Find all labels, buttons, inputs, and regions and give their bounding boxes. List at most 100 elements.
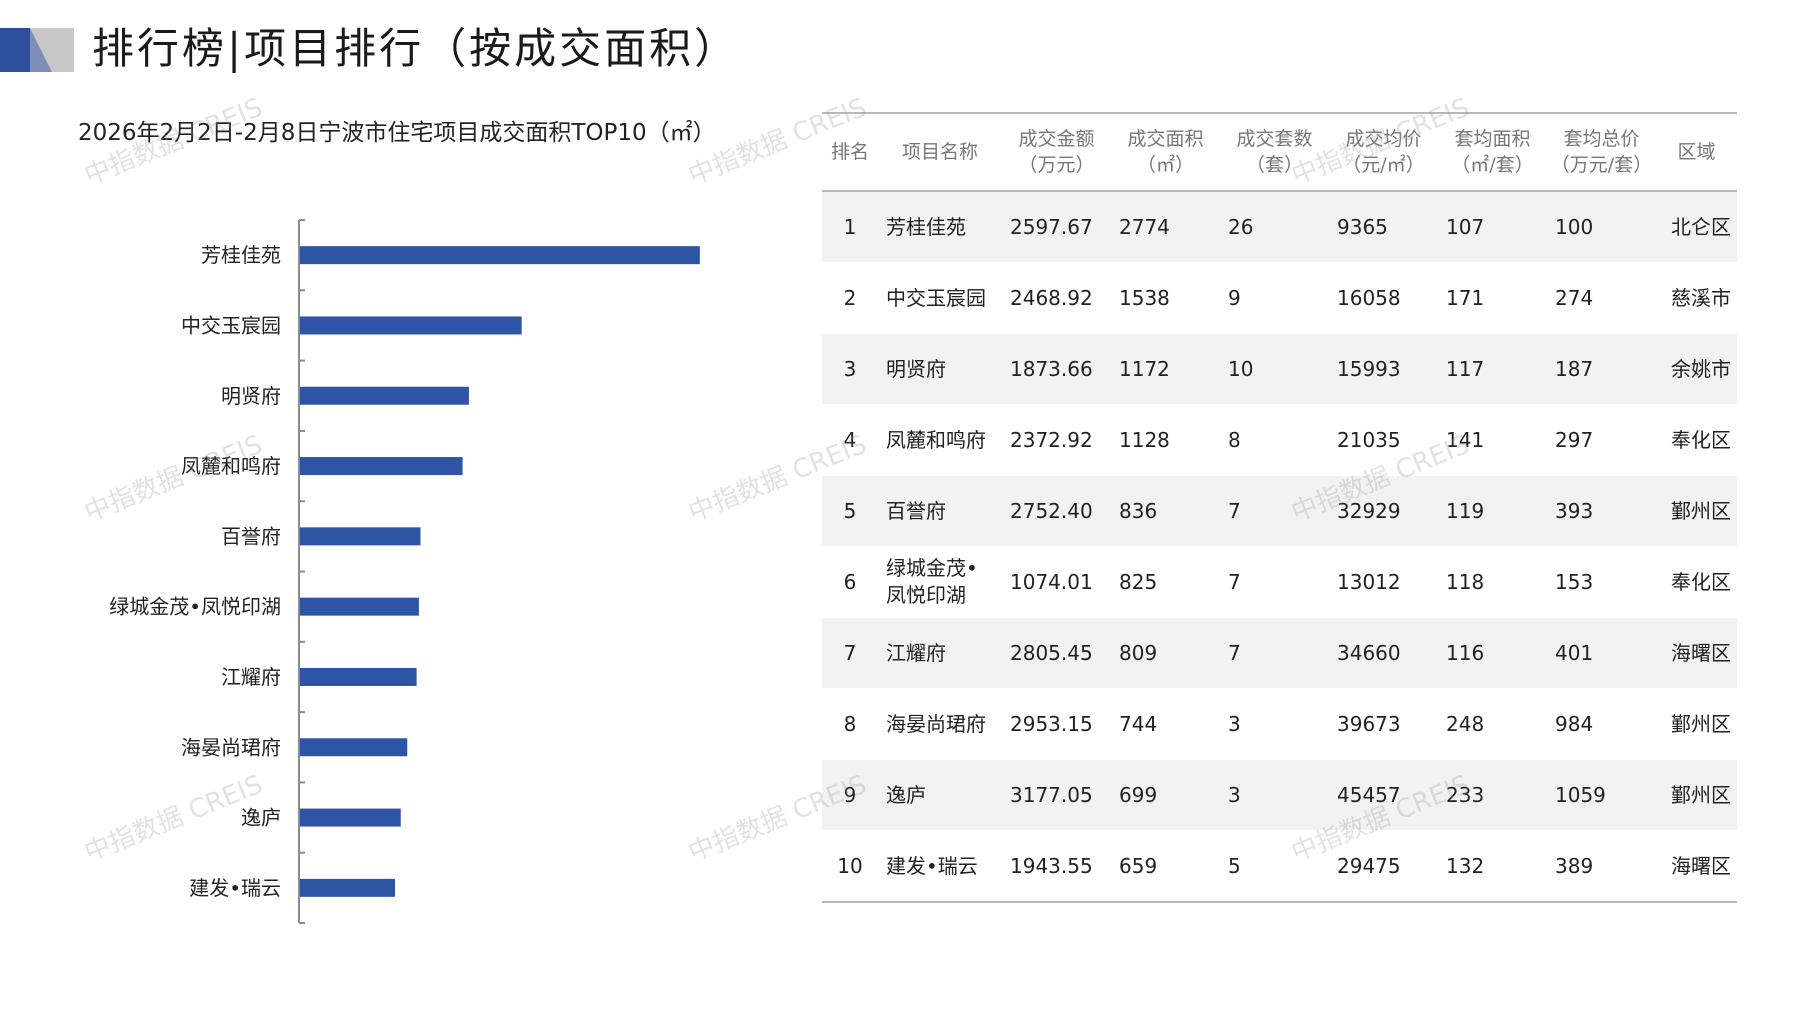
cell-region: 海曙区 [1656,617,1737,689]
column-header: 套均总价 （万元/套） [1547,113,1656,191]
cell-name: 凤麓和鸣府 [886,427,986,452]
cell-name: 建发•瑞云 [886,853,978,878]
column-header: 成交套数 （套） [1220,113,1329,191]
cell-rank: 1 [822,191,878,263]
cell-avg-total: 187 [1547,333,1656,405]
cell-avg-area: 119 [1438,475,1547,547]
cell-avg-total: 393 [1547,475,1656,547]
cell-rank: 10 [837,854,863,878]
cell-amount: 1873.66 [1002,333,1111,405]
cell-rank: 9 [822,759,878,831]
cell-amount: 2468.92 [1010,286,1093,310]
cell-amount: 2372.92 [1010,428,1093,452]
cell-area: 1538 [1119,286,1170,310]
category-label: 明贤府 [221,384,281,408]
cell-units: 5 [1228,854,1241,878]
table-row: 9 逸庐 3177.05 699 3 45457 233 1059 鄞州区 [822,759,1737,831]
column-header-text: 区域 [1677,141,1716,163]
cell-area: 809 [1111,617,1220,689]
cell-avg-area: 118 [1446,570,1485,594]
cell-region: 鄞州区 [1656,759,1737,831]
cell-avg-area: 132 [1446,854,1485,878]
column-header-text: （㎡/套） [1451,154,1534,176]
cell-rank: 7 [822,617,878,689]
table-row: 1 芳桂佳苑 2597.67 2774 26 9365 107 100 北仑区 [822,191,1737,263]
cell-avg-area: 107 [1438,191,1547,263]
bar [300,527,421,546]
table-row: 10 建发•瑞云 1943.55 659 5 29475 132 389 海曙区 [822,831,1737,902]
cell-avg-total: 153 [1555,570,1594,594]
cell-amount: 3177.05 [1002,759,1111,831]
cell-avg-area: 141 [1446,428,1485,452]
table-row: 2 中交玉宸园 2468.92 1538 9 16058 171 274 慈溪市 [822,263,1737,334]
category-label: 江耀府 [221,665,281,689]
bar [300,878,395,897]
cell-area: 744 [1119,712,1158,736]
cell-units: 3 [1220,759,1329,831]
cell-avg-total: 100 [1547,191,1656,263]
table-row: 3 明贤府 1873.66 1172 10 15993 117 187 余姚市 [822,333,1737,405]
cell-avg-total: 1059 [1547,759,1656,831]
cell-price: 21035 [1337,428,1401,452]
column-header-text: 成交面积 [1127,128,1204,150]
column-header-text: 套均总价 [1563,128,1640,150]
column-header-text: 项目名称 [901,141,978,163]
cell-price: 13012 [1337,570,1401,594]
column-header: 成交金额 （万元） [1002,113,1111,191]
cell-price: 29475 [1337,854,1401,878]
column-header: 排名 [822,113,878,191]
cell-name: 中交玉宸园 [886,285,986,310]
bar [300,738,408,757]
column-header: 成交面积 （㎡） [1111,113,1220,191]
column-header-text: 成交套数 [1236,128,1313,150]
table-row: 5 百誉府 2752.40 836 7 32929 119 393 鄞州区 [822,475,1737,547]
column-header-text: 排名 [830,141,869,163]
cell-area: 1172 [1111,333,1220,405]
category-label: 凤麓和鸣府 [181,454,281,478]
category-label: 海晏尚珺府 [181,735,281,759]
bar [300,667,417,686]
cell-area: 825 [1119,570,1158,594]
cell-region: 奉化区 [1671,569,1731,594]
column-header-text: （套） [1245,154,1303,176]
cell-price: 39673 [1337,712,1401,736]
cell-region: 慈溪市 [1671,285,1731,310]
cell-region: 鄞州区 [1656,475,1737,547]
cell-avg-area: 117 [1438,333,1547,405]
category-label: 绿城金茂•凤悦印湖 [109,595,281,619]
cell-avg-total: 984 [1555,712,1594,736]
cell-name: 明贤府 [878,333,1002,405]
column-header: 区域 [1656,113,1737,191]
cell-rank: 8 [843,712,857,736]
column-header-text: 成交均价 [1345,128,1422,150]
cell-amount: 2597.67 [1002,191,1111,263]
cell-name: 海晏尚珺府 [886,711,986,736]
table-row: 4 凤麓和鸣府 2372.92 1128 8 21035 141 297 奉化区 [822,405,1737,476]
category-label: 芳桂佳苑 [201,243,281,267]
column-header-text: 套均面积 [1454,128,1531,150]
column-header-text: （万元/套） [1550,154,1653,176]
bar [300,808,401,827]
ranking-table-container: 排名 项目名称 成交金额 （万元） 成交面积 （㎡） 成交套数 （套） 成交均价 （元/㎡） 套均面… [822,112,1737,903]
cell-units: 9 [1228,286,1241,310]
column-header: 套均面积 （㎡/套） [1438,113,1547,191]
ranking-table: 排名 项目名称 成交金额 （万元） 成交面积 （㎡） 成交套数 （套） 成交均价 （元/㎡） 套均面… [822,112,1737,903]
cell-rank: 5 [822,475,878,547]
bar [300,316,522,335]
cell-amount: 1943.55 [1010,854,1093,878]
column-header-text: （㎡） [1136,154,1194,176]
cell-rank: 3 [822,333,878,405]
cell-avg-area: 248 [1446,712,1485,736]
bar [300,246,700,265]
cell-price: 16058 [1337,286,1401,310]
cell-area: 836 [1111,475,1220,547]
cell-region: 余姚市 [1656,333,1737,405]
cell-name: 芳桂佳苑 [878,191,1002,263]
cell-units: 7 [1220,475,1329,547]
cell-amount: 1074.01 [1010,570,1093,594]
bar [300,386,469,405]
cell-avg-total: 389 [1555,854,1594,878]
table-row: 7 江耀府 2805.45 809 7 34660 116 401 海曙区 [822,617,1737,689]
cell-amount: 2752.40 [1002,475,1111,547]
category-label: 中交玉宸园 [181,313,281,337]
